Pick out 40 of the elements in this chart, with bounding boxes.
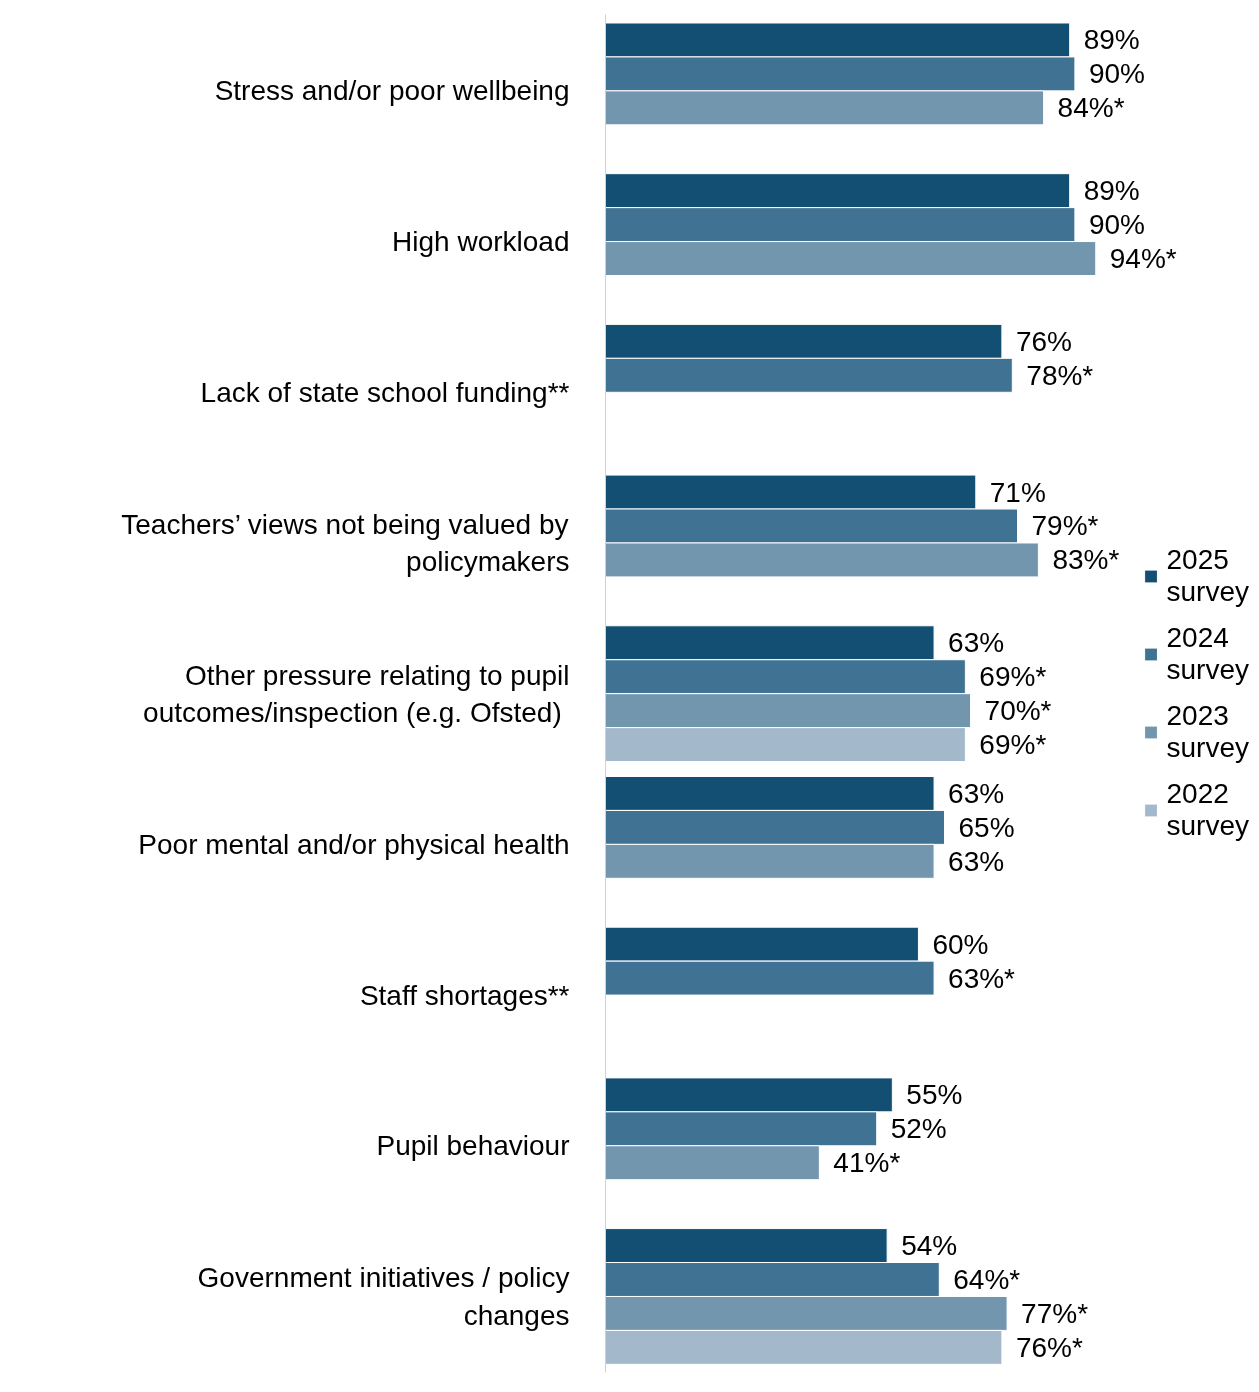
y-tick-label: High workload: [392, 226, 570, 258]
legend-label: 2025 survey: [1166, 544, 1249, 608]
data-label: 63%*: [948, 962, 1016, 994]
legend-label: 2024 survey: [1166, 622, 1249, 686]
data-label: 60%: [932, 928, 989, 960]
data-label: 41%*: [833, 1147, 901, 1179]
y-tick-label: Poor mental and/or physical health: [138, 828, 570, 860]
data-label: 79%*: [1031, 510, 1099, 542]
data-label: 90%: [1088, 209, 1145, 241]
data-label: 76%*: [1015, 1331, 1083, 1363]
data-label: 54%: [901, 1230, 958, 1262]
y-tick-label: Stress and/or poor wellbeing: [214, 75, 570, 107]
data-label: 69%*: [979, 729, 1047, 761]
data-label: 84%*: [1057, 92, 1125, 124]
data-label: 83%*: [1052, 544, 1120, 576]
y-tick-label: Lack of state school funding**: [200, 376, 570, 408]
legend-label: 2022 survey: [1166, 778, 1249, 842]
data-label: 63%: [948, 845, 1005, 877]
data-label: 94%*: [1109, 243, 1177, 275]
y-tick-label: Staff shortages**: [359, 979, 570, 1011]
data-label: 55%: [906, 1079, 963, 1111]
data-label: 70%*: [984, 695, 1052, 727]
data-label: 89%: [1083, 175, 1140, 207]
data-label: 63%: [948, 627, 1005, 659]
data-label: 71%: [989, 476, 1046, 508]
y-tick-label: Other pressure relating to pupil outcomes/inspection (e.g. Ofsted): [143, 659, 570, 728]
data-label: 65%: [958, 811, 1015, 843]
data-label: 78%*: [1026, 359, 1094, 391]
data-label: 69%*: [979, 661, 1047, 693]
data-label: 63%: [948, 777, 1005, 809]
y-tick-label: Pupil behaviour: [376, 1130, 570, 1162]
data-label: 52%: [890, 1113, 947, 1145]
data-label: 90%: [1088, 58, 1145, 90]
y-tick-label: Teachers’ views not being valued by policymakers: [121, 508, 570, 578]
y-tick-label: Government initiatives / policy changes: [197, 1262, 570, 1331]
data-label: 89%: [1083, 24, 1140, 56]
data-label: 76%: [1015, 325, 1072, 357]
data-label: 64%*: [953, 1264, 1021, 1295]
legend-label: 2023 survey: [1166, 700, 1249, 764]
data-label: 77%*: [1021, 1297, 1089, 1329]
